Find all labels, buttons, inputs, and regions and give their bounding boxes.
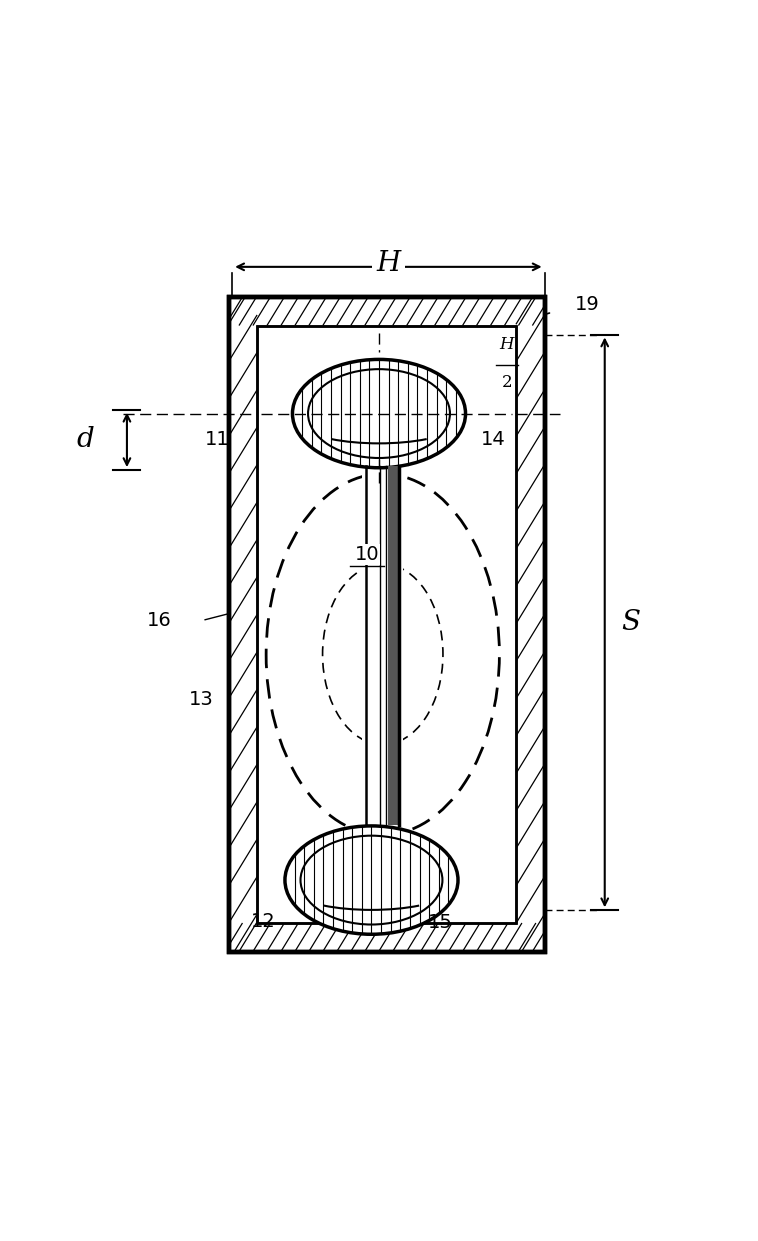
Text: 15: 15 (428, 913, 453, 932)
Ellipse shape (285, 827, 458, 934)
Text: 19: 19 (575, 295, 600, 314)
Bar (257, 325, 516, 923)
Text: H: H (500, 335, 514, 352)
Bar (228, 297, 544, 952)
Bar (228, 297, 257, 952)
Ellipse shape (293, 360, 465, 468)
Bar (228, 297, 544, 325)
Text: 11: 11 (205, 431, 230, 449)
Bar (516, 297, 544, 952)
Text: S: S (622, 608, 641, 635)
Text: H: H (377, 249, 401, 277)
Bar (388, 467, 399, 825)
Text: 13: 13 (189, 690, 214, 709)
Text: 10: 10 (355, 545, 379, 563)
Text: d: d (77, 427, 95, 453)
Bar (362, 467, 403, 825)
Text: 2: 2 (502, 374, 512, 391)
Bar (257, 325, 516, 923)
Bar (228, 297, 544, 952)
Text: 16: 16 (147, 611, 172, 630)
Text: 12: 12 (251, 912, 276, 931)
Bar (228, 923, 544, 952)
Text: 14: 14 (481, 431, 506, 449)
